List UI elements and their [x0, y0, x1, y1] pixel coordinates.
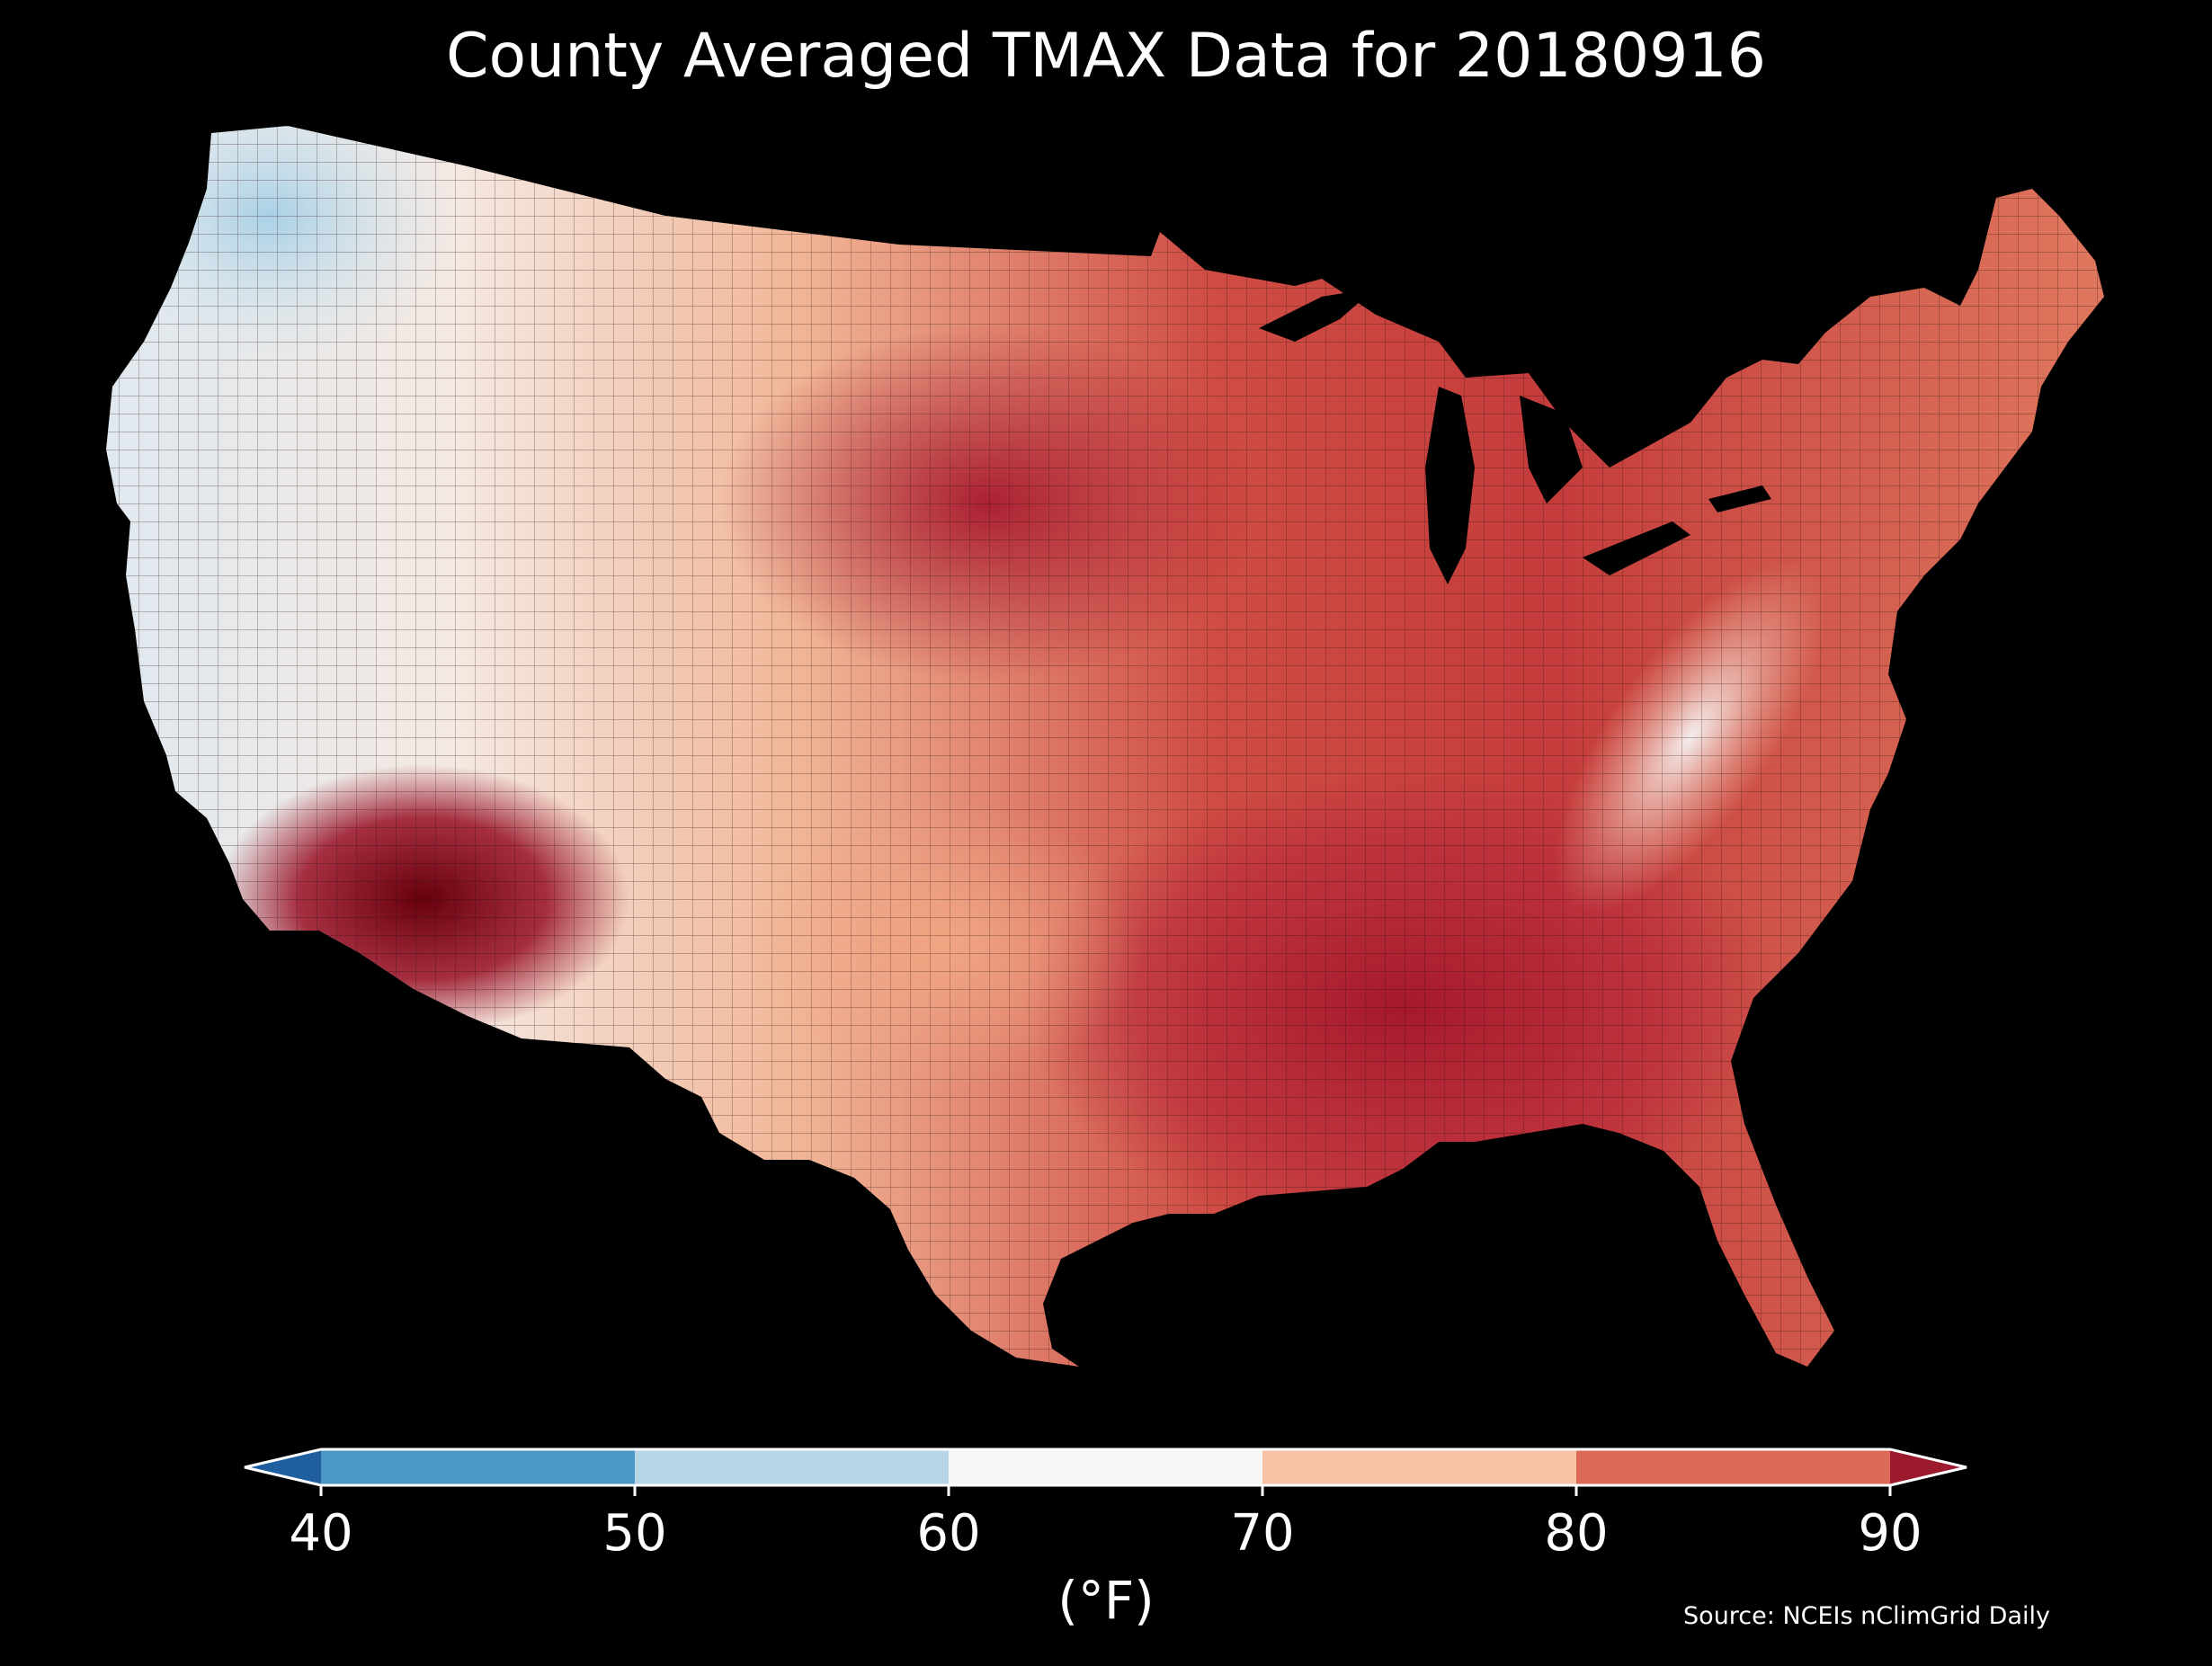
colorbar-bin [635, 1449, 950, 1485]
map-title: County Averaged TMAX Data for 20180916 [446, 21, 1766, 92]
colorbar-bin [949, 1449, 1263, 1485]
lake-ontario [1708, 486, 1771, 512]
colorbar-unit-label: (°F) [1057, 1570, 1155, 1631]
lake-superior [1259, 288, 1376, 342]
colorbar-bin [1262, 1449, 1577, 1485]
great-lakes [1259, 288, 1771, 584]
lake-huron [1520, 396, 1583, 503]
colorbar-tick-label: 80 [1544, 1504, 1608, 1563]
colorbar-extend-low [245, 1449, 321, 1485]
colorbar-tick-label: 60 [916, 1504, 980, 1563]
colorbar-bin [1576, 1449, 1891, 1485]
colorbar: 40 50 60 70 80 90 [244, 1448, 1967, 1563]
colorbar-extend-high [1890, 1449, 1967, 1485]
conus-counties [106, 126, 2104, 1367]
lake-erie [1583, 521, 1690, 575]
colorbar-tick-label: 90 [1858, 1504, 1922, 1563]
lake-michigan [1425, 387, 1475, 584]
colorbar-tick-label: 40 [289, 1504, 352, 1563]
colorbar-tick-label: 70 [1230, 1504, 1294, 1563]
colorbar-bin [321, 1449, 636, 1485]
source-label: Source: NCEIs nClimGrid Daily [1683, 1602, 2050, 1630]
colorbar-tick-label: 50 [602, 1504, 666, 1563]
